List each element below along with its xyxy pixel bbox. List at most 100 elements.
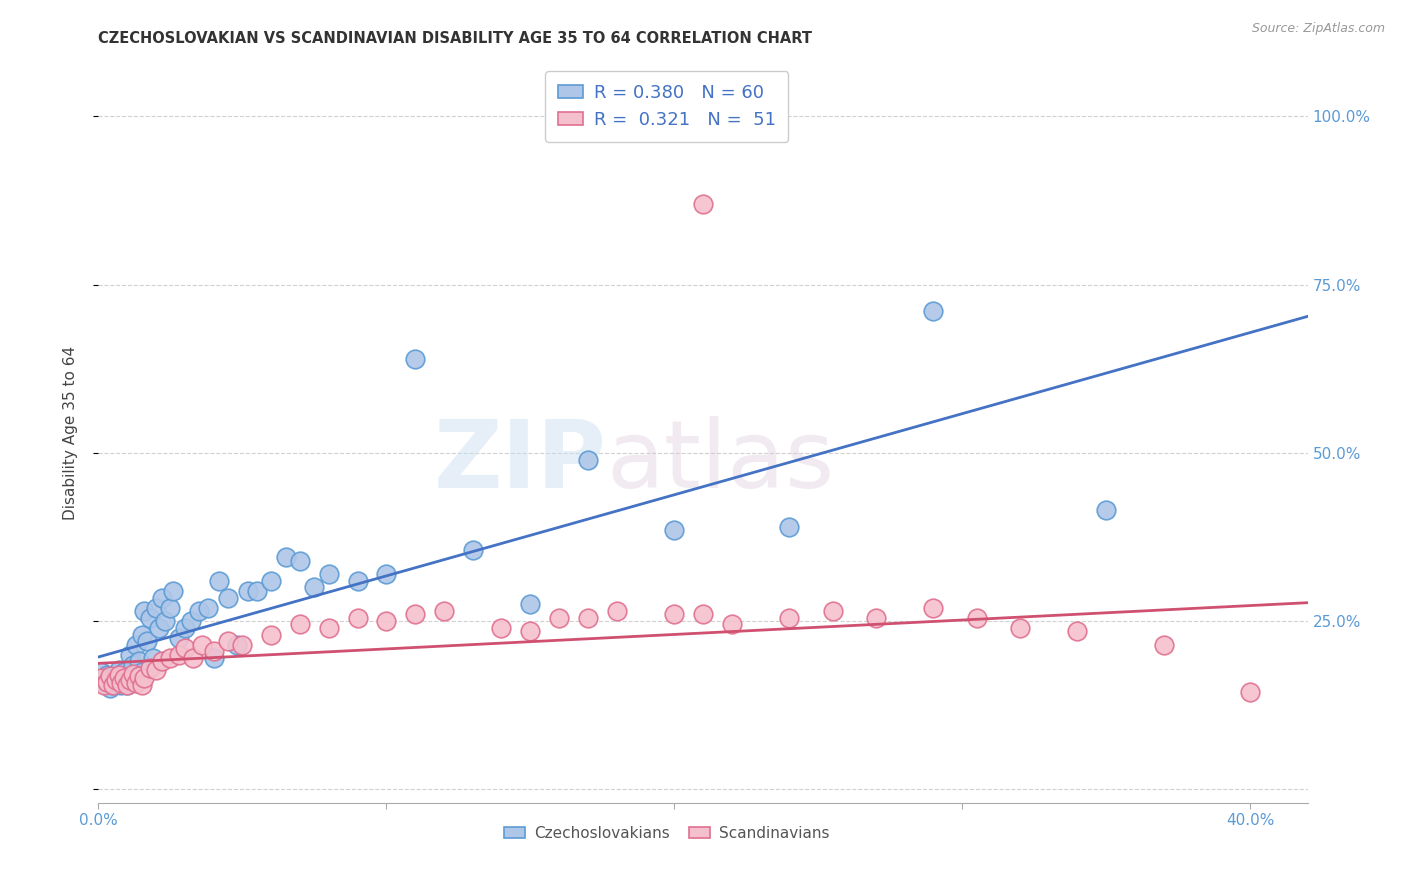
Point — [288, 617, 311, 632]
Point — [115, 678, 138, 692]
Point — [107, 663, 129, 677]
Point — [107, 668, 129, 682]
Point — [692, 196, 714, 211]
Point — [131, 678, 153, 692]
Point — [159, 600, 181, 615]
Point — [183, 651, 205, 665]
Point — [110, 669, 132, 683]
Point — [139, 611, 162, 625]
Point — [202, 644, 225, 658]
Point — [236, 583, 259, 598]
Point — [98, 674, 121, 689]
Point — [173, 640, 195, 655]
Point — [225, 638, 247, 652]
Point — [576, 611, 599, 625]
Point — [966, 611, 988, 625]
Point — [318, 621, 340, 635]
Point — [188, 604, 211, 618]
Point — [136, 634, 159, 648]
Point — [96, 668, 118, 682]
Point — [576, 452, 599, 467]
Point — [404, 607, 426, 622]
Point — [664, 523, 686, 537]
Point — [288, 553, 311, 567]
Point — [142, 651, 165, 665]
Point — [404, 351, 426, 366]
Point — [104, 673, 127, 688]
Point — [1095, 503, 1118, 517]
Text: CZECHOSLOVAKIAN VS SCANDINAVIAN DISABILITY AGE 35 TO 64 CORRELATION CHART: CZECHOSLOVAKIAN VS SCANDINAVIAN DISABILI… — [98, 31, 813, 46]
Point — [93, 671, 115, 685]
Point — [692, 607, 714, 622]
Point — [167, 631, 190, 645]
Point — [778, 611, 800, 625]
Point — [104, 676, 127, 690]
Point — [104, 666, 127, 681]
Point — [260, 627, 283, 641]
Point — [148, 621, 170, 635]
Point — [128, 655, 150, 669]
Point — [217, 591, 239, 605]
Point — [519, 597, 541, 611]
Point — [922, 304, 945, 318]
Point — [120, 673, 142, 688]
Point — [134, 604, 156, 618]
Point — [922, 600, 945, 615]
Point — [101, 669, 124, 683]
Point — [720, 617, 742, 632]
Text: ZIP: ZIP — [433, 417, 606, 508]
Y-axis label: Disability Age 35 to 64: Disability Age 35 to 64 — [63, 345, 77, 520]
Point — [98, 681, 121, 696]
Point — [145, 663, 167, 677]
Point — [145, 600, 167, 615]
Point — [346, 574, 368, 588]
Point — [110, 676, 132, 690]
Point — [125, 676, 148, 690]
Point — [260, 574, 283, 588]
Point — [606, 604, 628, 618]
Point — [1008, 621, 1031, 635]
Point — [491, 621, 513, 635]
Point — [128, 669, 150, 683]
Point — [115, 678, 138, 692]
Point — [90, 665, 112, 679]
Legend: Czechoslovakians, Scandinavians: Czechoslovakians, Scandinavians — [498, 820, 835, 847]
Point — [150, 655, 173, 669]
Point — [865, 611, 887, 625]
Point — [93, 678, 115, 692]
Point — [159, 651, 181, 665]
Point — [112, 671, 135, 685]
Point — [131, 665, 153, 679]
Point — [167, 648, 190, 662]
Point — [150, 591, 173, 605]
Point — [122, 657, 145, 672]
Point — [162, 583, 184, 598]
Point — [173, 621, 195, 635]
Point — [131, 627, 153, 641]
Point — [120, 648, 142, 662]
Point — [191, 638, 214, 652]
Point — [1153, 638, 1175, 652]
Text: atlas: atlas — [606, 417, 835, 508]
Point — [202, 651, 225, 665]
Point — [112, 674, 135, 689]
Point — [90, 671, 112, 685]
Point — [304, 581, 326, 595]
Point — [461, 543, 484, 558]
Point — [346, 611, 368, 625]
Point — [153, 614, 176, 628]
Point — [208, 574, 231, 588]
Point — [96, 674, 118, 689]
Point — [231, 638, 253, 652]
Point — [246, 583, 269, 598]
Point — [274, 550, 297, 565]
Point — [548, 611, 571, 625]
Point — [115, 671, 138, 685]
Point — [778, 520, 800, 534]
Text: Source: ZipAtlas.com: Source: ZipAtlas.com — [1251, 22, 1385, 36]
Point — [180, 614, 202, 628]
Point — [821, 604, 844, 618]
Point — [101, 678, 124, 692]
Point — [217, 634, 239, 648]
Point — [1066, 624, 1088, 639]
